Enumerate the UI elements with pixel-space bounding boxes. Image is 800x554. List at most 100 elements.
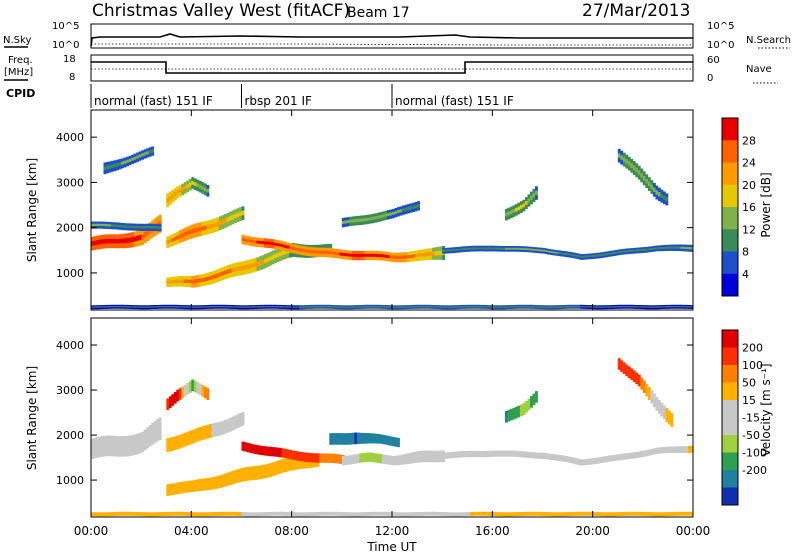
scatter-cell [274,245,277,249]
scatter-cell [206,188,210,193]
scatter-cell [642,452,646,455]
scatter-cell [369,250,373,254]
scatter-cell [269,452,272,457]
scatter-cell [382,254,385,258]
scatter-cell [203,486,207,491]
scatter-cell [213,476,217,481]
scatter-cell [173,240,177,246]
scatter-cell [151,223,155,227]
scatter-cell [665,512,669,514]
scatter-cell [605,307,609,310]
scatter-cell [208,224,212,230]
scatter-cell [550,514,553,517]
scatter-cell [336,307,340,310]
scatter-cell [620,360,624,365]
scatter-cell [389,514,393,516]
scatter-cell [590,255,594,258]
scatter-cell [442,452,446,455]
scatter-cell [635,451,639,455]
scatter-cell [449,454,453,457]
scatter-cell [324,453,328,457]
scatter-cell [148,153,152,157]
scatter-cell [389,255,393,259]
scatter-cell [326,247,330,252]
scatter-cell [632,249,636,252]
scatter-cell [188,275,192,280]
scatter-cell [683,448,686,451]
scatter-cell [196,385,200,390]
scatter-cell [138,514,142,516]
scatter-cell [567,304,571,307]
scatter-cell [216,475,220,481]
scatter-cell [131,242,134,248]
scatter-cell [168,491,172,496]
scatter-cell [326,244,330,249]
scatter-cell [595,459,599,462]
scatter-cell [231,416,235,422]
scatter-cell [106,306,109,308]
scatter-cell [186,386,190,391]
scatter-cell [630,368,634,373]
scatter-cell [422,304,425,307]
scatter-cell [306,513,310,515]
scatter-cell [286,457,290,463]
scatter-cell [98,514,102,517]
scatter-cell [399,206,403,210]
scatter-cell [344,220,348,224]
scatter-cell [414,306,418,308]
scatter-cell [168,307,172,309]
scatter-cell [239,477,242,483]
scatter-cell [216,217,220,223]
scatter-cell [173,188,177,193]
scatter-cell [254,243,257,247]
scatter-cell [234,209,237,215]
scatter-cell [690,244,694,248]
scatter-cell [111,512,114,514]
scatter-cell [617,362,621,367]
scatter-cell [246,260,250,265]
scatter-cell [530,399,533,404]
scatter-cell [617,307,621,309]
scatter-cell [680,446,684,449]
scatter-cell [597,252,601,255]
scatter-cell [397,458,400,462]
scatter-cell [208,228,212,234]
scatter-cell [635,372,639,377]
scatter-cell [371,307,375,309]
scatter-cell [276,306,280,308]
scatter-cell [547,306,551,308]
colorbar-tick-label: 15 [742,394,756,407]
scatter-cell [642,514,646,516]
scatter-cell [537,247,541,250]
scatter-cell [103,306,107,308]
scatter-cell [346,223,350,227]
scatter-cell [514,454,518,457]
scatter-cell [216,514,220,516]
scatter-cell [361,307,365,309]
scatter-cell [374,511,378,514]
scatter-cell [148,228,152,231]
scatter-cell [552,253,556,256]
scatter-cell [133,159,137,163]
scatter-cell [570,457,573,460]
scatter-cell [394,514,398,517]
scatter-cell [349,514,353,517]
scatter-cell [198,278,202,283]
scatter-cell [314,253,318,257]
scatter-cell [394,306,398,308]
scatter-cell [141,226,145,229]
scatter-cell [590,257,594,260]
scatter-cell [382,440,385,445]
scatter-cell [203,230,207,235]
scatter-cell [198,282,202,287]
scatter-cell [487,305,491,307]
scatter-cell [261,449,265,453]
scatter-cell [181,187,185,192]
scatter-cell [341,306,345,308]
scatter-cell [223,482,227,487]
scatter-cell [522,455,526,458]
scatter-cell [625,250,629,253]
scatter-cell [369,455,373,459]
scatter-cell [437,458,440,463]
scatter-cell [489,513,493,515]
